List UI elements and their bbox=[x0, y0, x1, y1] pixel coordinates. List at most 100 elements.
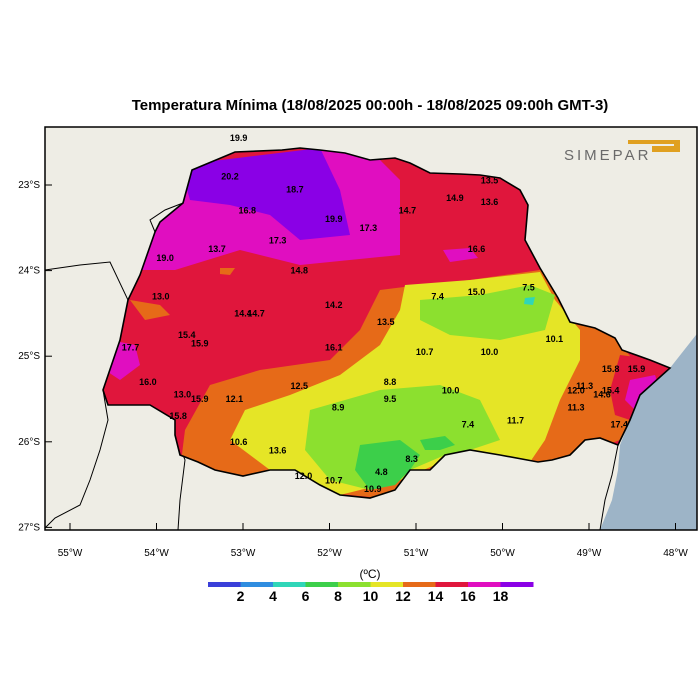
station-value: 10.0 bbox=[442, 385, 460, 395]
station-value: 17.4 bbox=[611, 420, 629, 430]
station-value: 7.4 bbox=[462, 420, 475, 430]
station-value: 12.0 bbox=[567, 385, 585, 395]
legend-swatch bbox=[240, 582, 274, 587]
lon-tick-label: 49°W bbox=[577, 548, 602, 559]
legend-unit: (ºC) bbox=[359, 567, 380, 581]
station-value: 11.3 bbox=[576, 381, 593, 391]
legend-swatch bbox=[500, 582, 534, 587]
station-value: 17.7 bbox=[122, 343, 140, 353]
station-value: 14.9 bbox=[446, 193, 464, 203]
lon-tick-label: 53°W bbox=[231, 548, 256, 559]
station-value: 16.1 bbox=[325, 343, 343, 353]
station-value: 15.8 bbox=[602, 364, 620, 374]
station-value: 10.7 bbox=[416, 347, 434, 357]
station-value: 15.4 bbox=[602, 385, 620, 395]
station-value: 18.7 bbox=[286, 184, 304, 194]
station-value: 12.5 bbox=[290, 381, 308, 391]
parana-outline bbox=[102, 147, 672, 499]
station-value: 16.6 bbox=[468, 244, 486, 254]
station-value: 13.6 bbox=[269, 445, 287, 455]
station-value: 11.7 bbox=[507, 415, 524, 425]
station-value: 15.9 bbox=[191, 338, 209, 348]
legend-swatch bbox=[338, 582, 371, 587]
ocean bbox=[600, 333, 697, 530]
station-value: 19.9 bbox=[325, 214, 343, 224]
station-value: 14.6 bbox=[593, 390, 611, 400]
station-value: 4.8 bbox=[375, 467, 388, 477]
longitude-axis: 55°W 54°W 53°W 52°W 51°W 50°W 49°W 48°W bbox=[58, 523, 688, 559]
station-value: 11.3 bbox=[568, 403, 585, 413]
legend-swatch bbox=[403, 582, 436, 587]
station-value: 16.0 bbox=[139, 377, 157, 387]
legend-swatch bbox=[435, 582, 469, 587]
lon-tick-label: 55°W bbox=[58, 548, 83, 559]
station-value: 13.5 bbox=[481, 176, 499, 186]
legend-swatch bbox=[305, 582, 339, 587]
logo-text: SIMEPAR bbox=[564, 147, 651, 164]
logo-mark bbox=[628, 140, 680, 152]
legend-label: 18 bbox=[493, 588, 509, 604]
station-value: 13.6 bbox=[481, 197, 499, 207]
station-value: 10.9 bbox=[364, 484, 382, 494]
station-value: 7.5 bbox=[522, 283, 535, 293]
legend-swatch bbox=[468, 582, 501, 587]
station-value: 13.7 bbox=[208, 244, 226, 254]
station-value: 10.1 bbox=[546, 334, 564, 344]
station-value: 8.3 bbox=[405, 454, 418, 464]
lat-tick-label: 26°S bbox=[18, 437, 40, 448]
legend-label: 14 bbox=[428, 588, 444, 604]
legend-swatch bbox=[370, 582, 404, 587]
station-value: 13.0 bbox=[174, 390, 192, 400]
station-value: 14.7 bbox=[247, 308, 265, 318]
station-value: 15.9 bbox=[191, 394, 209, 404]
lat-tick-label: 24°S bbox=[18, 266, 40, 277]
station-value: 9.5 bbox=[384, 394, 397, 404]
legend-swatch bbox=[273, 582, 306, 587]
station-value: 19.9 bbox=[230, 133, 248, 143]
station-value: 13.0 bbox=[152, 291, 170, 301]
lon-tick-label: 51°W bbox=[404, 548, 429, 559]
santa-catarina-coast bbox=[599, 444, 619, 530]
station-value: 10.6 bbox=[230, 437, 248, 447]
color-legend: 2 4 6 8 10 12 14 16 18 bbox=[208, 582, 534, 604]
station-value: 15.0 bbox=[468, 287, 486, 297]
station-value: 15.9 bbox=[628, 364, 646, 374]
paraguay-border bbox=[45, 261, 129, 529]
station-value: 16.8 bbox=[239, 206, 257, 216]
station-value: 8.9 bbox=[332, 403, 345, 413]
legend-label: 10 bbox=[363, 588, 379, 604]
map-title: Temperatura Mínima (18/08/2025 00:00h - … bbox=[131, 97, 609, 114]
station-value: 15.8 bbox=[169, 411, 187, 421]
legend-label: 6 bbox=[302, 588, 310, 604]
lon-tick-label: 54°W bbox=[144, 548, 169, 559]
station-value: 17.3 bbox=[360, 223, 378, 233]
station-value: 12.0 bbox=[295, 471, 313, 481]
station-value: 10.7 bbox=[325, 475, 343, 485]
station-value: 10.0 bbox=[481, 347, 499, 357]
map-frame bbox=[44, 126, 698, 531]
legend-label: 4 bbox=[269, 588, 277, 604]
legend-swatch bbox=[208, 582, 241, 587]
lon-tick-label: 52°W bbox=[317, 548, 342, 559]
legend-label: 8 bbox=[334, 588, 342, 604]
station-value: 12.1 bbox=[226, 394, 244, 404]
simepar-logo: SIMEPAR bbox=[564, 140, 680, 164]
lat-tick-label: 27°S bbox=[18, 522, 40, 533]
lat-tick-label: 23°S bbox=[18, 180, 40, 191]
sao-paulo-border bbox=[149, 202, 184, 233]
station-value: 8.8 bbox=[384, 377, 397, 387]
station-value: 20.2 bbox=[221, 171, 239, 181]
station-value-labels: 19.9 20.2 18.7 16.8 19.9 17.3 17.3 14.7 14.9 13.5… bbox=[122, 133, 646, 494]
station-value: 17.3 bbox=[269, 236, 287, 246]
station-value: 14.2 bbox=[325, 300, 343, 310]
station-value: 14.4 bbox=[234, 308, 252, 318]
lat-tick-label: 25°S bbox=[18, 351, 40, 362]
station-value: 14.7 bbox=[399, 206, 417, 216]
legend-label: 16 bbox=[460, 588, 476, 604]
legend-label: 2 bbox=[237, 588, 245, 604]
station-value: 14.8 bbox=[290, 266, 308, 276]
station-value: 13.5 bbox=[377, 317, 395, 327]
station-value: 7.4 bbox=[431, 291, 444, 301]
station-value: 19.0 bbox=[156, 253, 174, 263]
